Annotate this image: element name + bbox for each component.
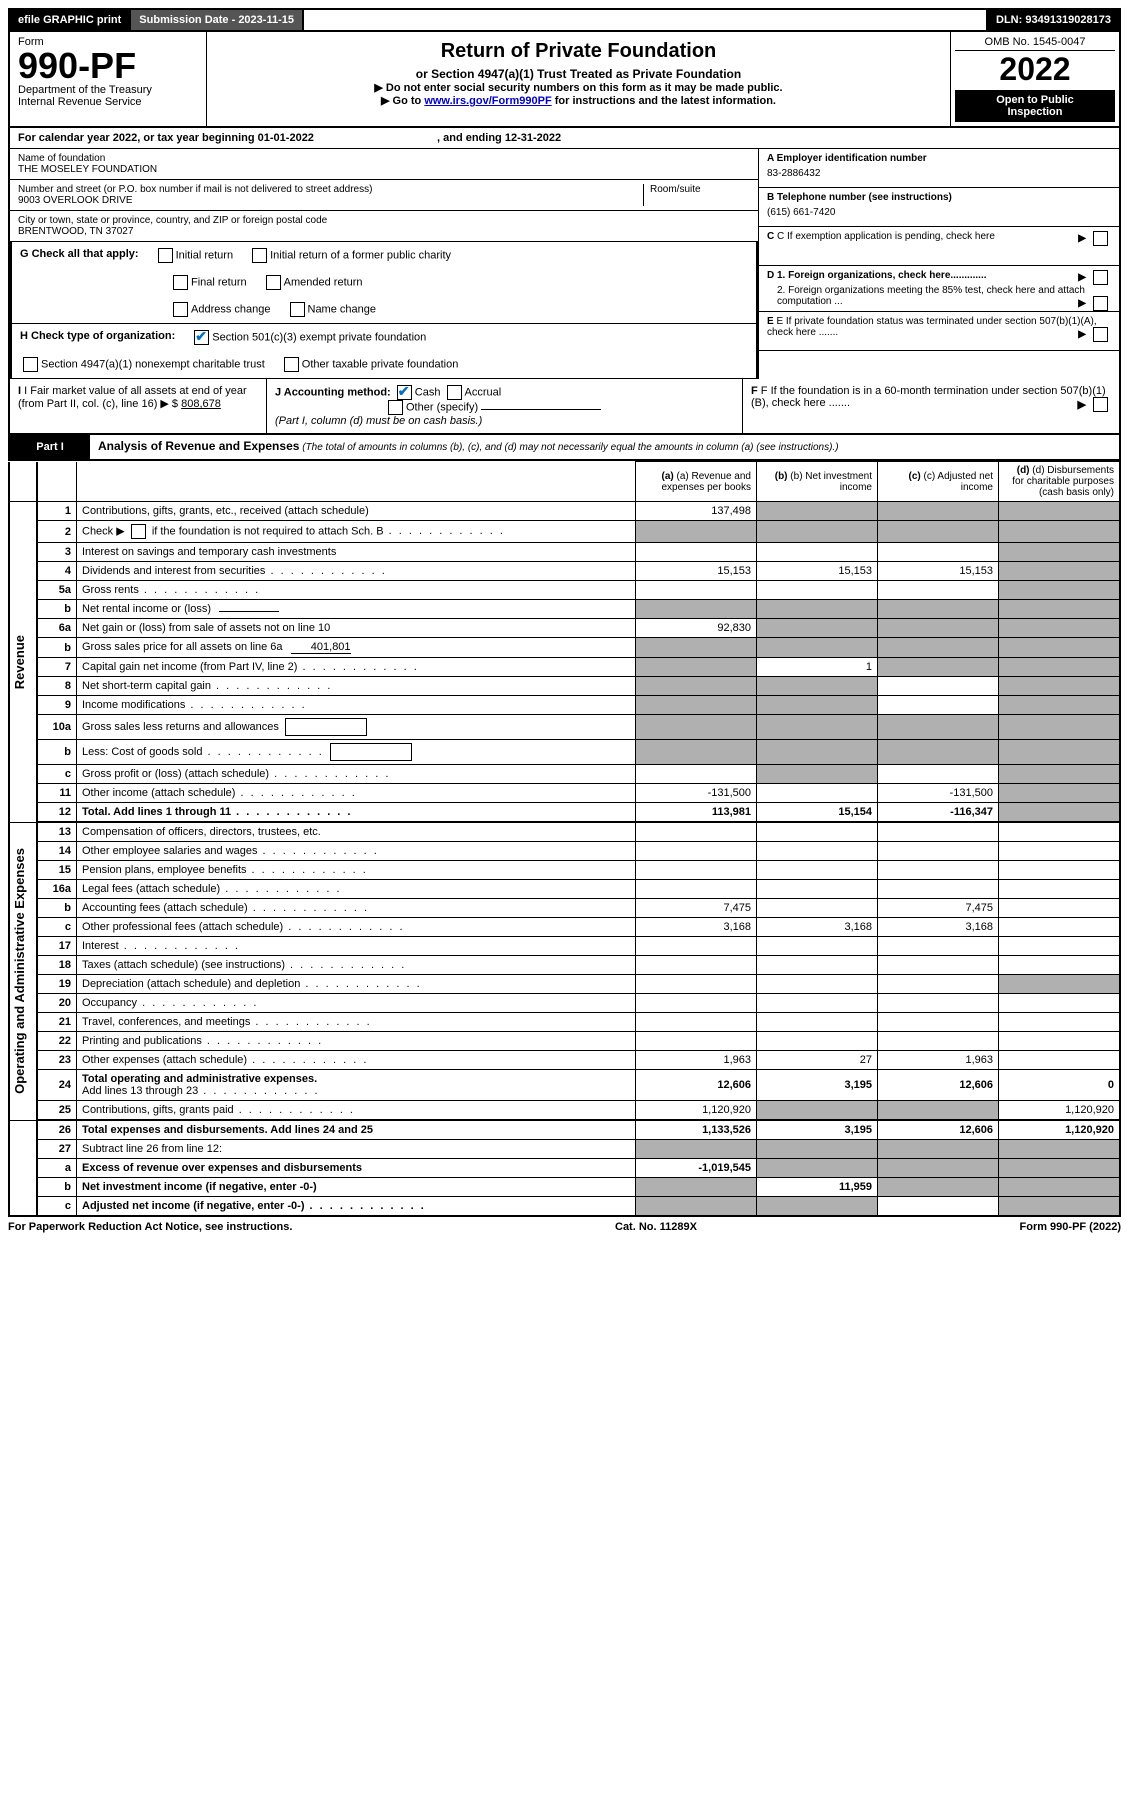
- checkbox-501c3[interactable]: [194, 330, 209, 345]
- name-label: Name of foundation: [18, 153, 750, 164]
- checkbox-cash[interactable]: [397, 385, 412, 400]
- omb: OMB No. 1545-0047: [955, 36, 1115, 51]
- checkbox-d2[interactable]: [1093, 296, 1108, 311]
- section-i-j: I I Fair market value of all assets at e…: [8, 379, 1121, 435]
- dln: DLN: 93491319028173: [988, 10, 1119, 30]
- page-footer: For Paperwork Reduction Act Notice, see …: [8, 1217, 1121, 1237]
- checkbox-amended[interactable]: [266, 275, 281, 290]
- checkbox-other-taxable[interactable]: [284, 357, 299, 372]
- note-2: ▶ Go to www.irs.gov/Form990PF for instru…: [215, 94, 942, 107]
- addr-label: Number and street (or P.O. box number if…: [18, 184, 643, 195]
- checkbox-d1[interactable]: [1093, 270, 1108, 285]
- phone: (615) 661-7420: [767, 207, 1111, 218]
- form-title: Return of Private Foundation: [215, 40, 942, 63]
- city-label: City or town, state or province, country…: [18, 215, 750, 226]
- top-bar: efile GRAPHIC print Submission Date - 20…: [8, 8, 1121, 32]
- irs: Internal Revenue Service: [18, 96, 198, 108]
- part-1-label: Part I: [10, 435, 90, 459]
- e-label: E If private foundation status was termi…: [767, 316, 1097, 338]
- checkbox-initial-former[interactable]: [252, 248, 267, 263]
- checkbox-final-return[interactable]: [173, 275, 188, 290]
- checkbox-f[interactable]: [1093, 397, 1108, 412]
- c-label: C If exemption application is pending, c…: [777, 231, 995, 242]
- revenue-label: Revenue: [10, 627, 29, 697]
- checkbox-e[interactable]: [1093, 327, 1108, 342]
- form-subtitle: or Section 4947(a)(1) Trust Treated as P…: [215, 67, 942, 81]
- open-inspection: Open to PublicInspection: [955, 90, 1115, 122]
- j-note: (Part I, column (d) must be on cash basi…: [275, 415, 734, 427]
- checkbox-c[interactable]: [1093, 231, 1108, 246]
- checkbox-addr-change[interactable]: [173, 302, 188, 317]
- room-label: Room/suite: [650, 184, 750, 195]
- d1-label: D 1. Foreign organizations, check here..…: [767, 270, 987, 281]
- ein-label: A Employer identification number: [767, 153, 927, 164]
- oae-label: Operating and Administrative Expenses: [10, 840, 29, 1102]
- foundation-city: BRENTWOOD, TN 37027: [18, 226, 750, 237]
- section-g: G Check all that apply: Initial return I…: [10, 242, 758, 324]
- note-1: ▶ Do not enter social security numbers o…: [215, 81, 942, 94]
- submission-date: Submission Date - 2023-11-15: [131, 10, 304, 30]
- checkbox-4947[interactable]: [23, 357, 38, 372]
- checkbox-other-method[interactable]: [388, 400, 403, 415]
- f-label: F If the foundation is in a 60-month ter…: [751, 385, 1106, 409]
- foundation-addr: 9003 OVERLOOK DRIVE: [18, 195, 643, 206]
- ein: 83-2886432: [767, 168, 1111, 179]
- fmv-value: 808,678: [181, 398, 221, 410]
- form-header: Form 990-PF Department of the Treasury I…: [8, 32, 1121, 128]
- footer-left: For Paperwork Reduction Act Notice, see …: [8, 1221, 292, 1233]
- entity-info: Name of foundation THE MOSELEY FOUNDATIO…: [8, 149, 1121, 379]
- footer-right: Form 990-PF (2022): [1020, 1221, 1121, 1233]
- form-number: 990-PF: [18, 48, 198, 84]
- checkbox-initial-return[interactable]: [158, 248, 173, 263]
- form-link[interactable]: www.irs.gov/Form990PF: [424, 95, 551, 107]
- section-h: H Check type of organization: Section 50…: [10, 324, 758, 379]
- foundation-name: THE MOSELEY FOUNDATION: [18, 164, 750, 175]
- checkbox-accrual[interactable]: [447, 385, 462, 400]
- checkbox-sch-b[interactable]: [131, 524, 146, 539]
- efile-label: efile GRAPHIC print: [10, 10, 131, 30]
- checkbox-name-change[interactable]: [290, 302, 305, 317]
- d2-label: 2. Foreign organizations meeting the 85%…: [777, 285, 1085, 307]
- tax-year: 2022: [955, 51, 1115, 88]
- footer-mid: Cat. No. 11289X: [615, 1221, 697, 1233]
- calendar-year-row: For calendar year 2022, or tax year begi…: [8, 128, 1121, 149]
- part-1-header: Part I Analysis of Revenue and Expenses …: [8, 435, 1121, 461]
- phone-label: B Telephone number (see instructions): [767, 192, 952, 203]
- dept: Department of the Treasury: [18, 84, 198, 96]
- analysis-table: (a) (a) Revenue and expenses per books (…: [8, 461, 1121, 1217]
